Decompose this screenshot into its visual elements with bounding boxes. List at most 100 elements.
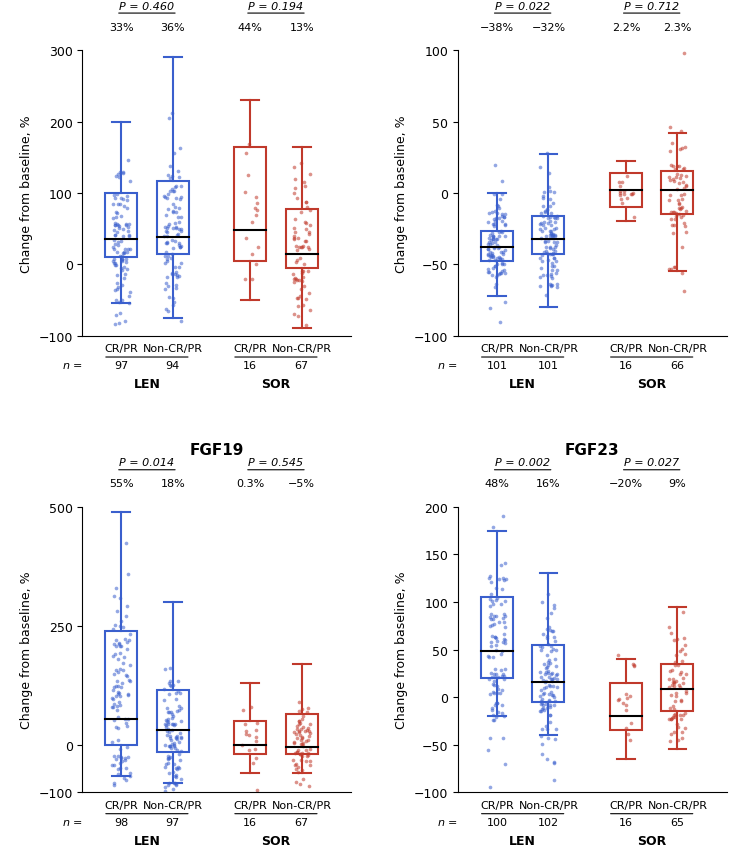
Point <box>166 678 178 692</box>
Point <box>299 181 311 194</box>
Point <box>547 197 559 210</box>
Point <box>545 279 557 293</box>
Point <box>494 268 506 282</box>
Point <box>107 199 119 212</box>
Point <box>109 219 121 233</box>
Point <box>112 239 124 253</box>
Point <box>488 618 500 631</box>
Point <box>302 241 314 255</box>
Point <box>543 653 555 667</box>
Text: 2.3%: 2.3% <box>664 23 691 32</box>
Point <box>175 256 187 270</box>
Point <box>162 705 174 719</box>
Point <box>488 204 500 218</box>
Point <box>546 263 558 277</box>
Point <box>487 521 499 534</box>
Point <box>112 679 124 693</box>
Point <box>673 203 685 216</box>
Point <box>670 648 682 662</box>
Point <box>112 220 124 233</box>
Point <box>162 757 174 770</box>
Point <box>162 220 174 233</box>
Point <box>536 702 548 716</box>
Point <box>498 573 510 587</box>
Point <box>110 211 122 225</box>
Point <box>497 246 509 260</box>
Point <box>163 674 175 688</box>
Point <box>551 211 563 225</box>
Point <box>173 202 185 216</box>
Point <box>548 634 560 648</box>
Point <box>541 247 553 261</box>
Point <box>296 702 308 716</box>
Point <box>292 300 304 314</box>
Point <box>491 252 503 266</box>
Point <box>494 202 506 216</box>
Point <box>494 664 506 677</box>
Point <box>534 280 546 294</box>
Point <box>110 679 122 693</box>
Point <box>109 224 121 238</box>
Title: ANG2: ANG2 <box>568 0 616 2</box>
Point <box>545 686 557 699</box>
Point <box>547 674 559 688</box>
Point <box>545 699 557 712</box>
Point <box>160 720 172 734</box>
Point <box>161 701 173 715</box>
Point <box>486 595 498 608</box>
Point <box>667 725 679 739</box>
Point <box>536 737 548 751</box>
Point <box>550 643 562 657</box>
Point <box>296 241 308 255</box>
Point <box>497 210 509 223</box>
Point <box>163 716 175 729</box>
Point <box>551 668 562 682</box>
Point <box>488 229 500 243</box>
Point <box>482 266 494 279</box>
Point <box>670 690 682 704</box>
Point <box>168 777 180 791</box>
Point <box>675 694 687 708</box>
Point <box>237 703 249 717</box>
Point <box>109 633 121 647</box>
Point <box>499 244 511 257</box>
Point <box>679 648 691 661</box>
Text: P = 0.002: P = 0.002 <box>495 458 551 468</box>
Title: FGF23: FGF23 <box>565 442 619 458</box>
Point <box>545 228 557 242</box>
Point <box>297 267 309 280</box>
Point <box>303 758 315 772</box>
Point <box>482 216 494 229</box>
Text: 36%: 36% <box>160 23 185 32</box>
Point <box>297 709 309 722</box>
Point <box>536 232 548 245</box>
Point <box>676 163 688 176</box>
Point <box>492 671 504 684</box>
Point <box>109 189 121 203</box>
Point <box>169 741 181 755</box>
Point <box>296 731 308 745</box>
Point <box>116 264 128 278</box>
Point <box>163 776 175 790</box>
Text: LEN: LEN <box>133 834 160 847</box>
Point <box>547 243 559 256</box>
Point <box>493 230 505 244</box>
Point <box>175 142 187 156</box>
Point <box>112 749 124 763</box>
Point <box>297 763 309 776</box>
Point <box>124 769 136 782</box>
Point <box>496 265 508 279</box>
Point <box>487 262 499 275</box>
Point <box>551 280 563 294</box>
Point <box>160 739 172 752</box>
Point <box>159 256 171 270</box>
Point <box>671 717 683 731</box>
Point <box>297 264 309 278</box>
Point <box>677 209 689 222</box>
Point <box>488 714 500 728</box>
Point <box>547 679 559 693</box>
Point <box>295 733 307 746</box>
Point <box>124 285 136 299</box>
Point <box>545 679 557 693</box>
Text: −20%: −20% <box>609 479 643 489</box>
